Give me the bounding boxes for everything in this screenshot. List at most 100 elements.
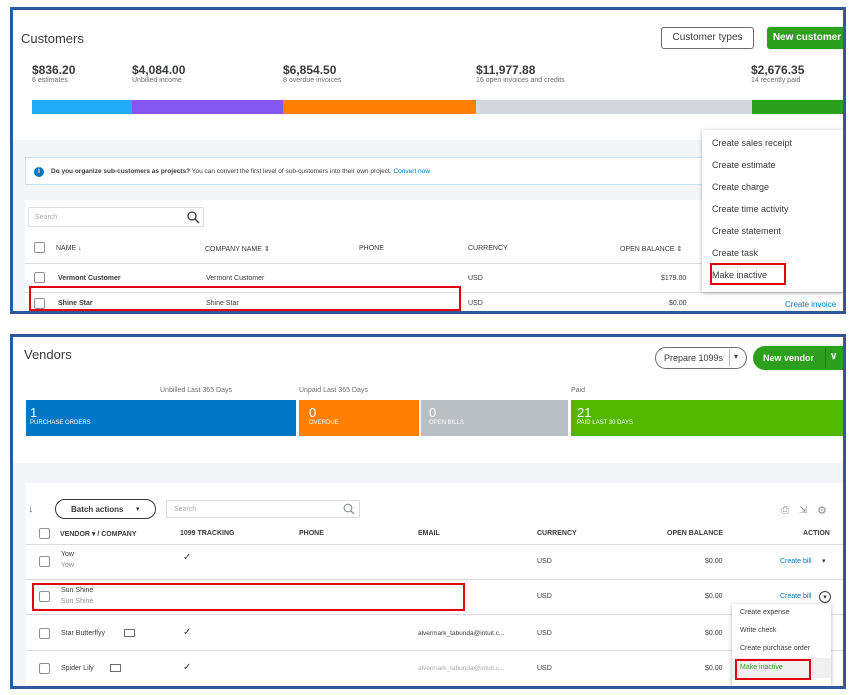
col-company[interactable]: COMPANY NAME ⇕: [205, 246, 270, 253]
table-row[interactable]: Star Butterflyy ✓ alvermark_tabunda@intu…: [26, 615, 843, 650]
stat-unbilled[interactable]: $4,084.00 Unbilled income: [132, 63, 186, 84]
select-all-checkbox[interactable]: [39, 528, 50, 539]
gear-icon[interactable]: ⚙: [817, 505, 827, 517]
create-bill-link[interactable]: Create bill: [780, 593, 812, 600]
menu-create-charge[interactable]: Create charge: [712, 182, 770, 192]
chevron-down-icon[interactable]: ▾: [734, 352, 739, 361]
company-name: Shine Star: [206, 300, 239, 307]
estimates-bar[interactable]: [32, 100, 132, 114]
search-field[interactable]: Search: [28, 207, 204, 227]
currency: USD: [537, 593, 552, 600]
check-icon: ✓: [183, 552, 192, 563]
currency: USD: [537, 558, 552, 565]
menu-create-time-activity[interactable]: Create time activity: [712, 204, 789, 214]
unbilled-bar[interactable]: [132, 100, 283, 114]
select-all-checkbox[interactable]: [34, 242, 45, 253]
customer-action-menu: Create sales receipt Create estimate Cre…: [702, 130, 843, 292]
row-divider: [25, 292, 843, 293]
currency: USD: [468, 275, 483, 282]
col-open-balance: OPEN BALANCE: [667, 530, 724, 537]
row-checkbox[interactable]: [39, 663, 50, 674]
menu-make-inactive[interactable]: Make inactive: [712, 270, 768, 280]
batch-actions-button[interactable]: Batch actions ▾: [55, 499, 156, 519]
tile-open-bills[interactable]: 0 OPEN BILLS: [421, 400, 568, 436]
col-vendor[interactable]: VENDOR ▾ / COMPANY: [60, 531, 137, 538]
export-icon[interactable]: ⇲: [799, 505, 808, 516]
vendor-name[interactable]: Star Butterflyy: [61, 630, 105, 637]
chevron-down-icon[interactable]: ∨: [830, 351, 838, 362]
tile-purchase-orders[interactable]: 1 PURCHASE ORDERS: [26, 400, 296, 436]
table-row[interactable]: Sun Shine Sun Shine USD $0.00 Create bil…: [26, 580, 843, 614]
stat-recently-paid[interactable]: $2,676.35 14 recently paid: [751, 63, 805, 84]
row-checkbox[interactable]: [34, 272, 45, 283]
menu-create-expense[interactable]: Create expense: [740, 609, 790, 616]
col-phone: PHONE: [359, 245, 384, 252]
open-balance: $0.00: [669, 300, 687, 307]
prepare-1099s-split-button: Prepare 1099s ▾: [655, 347, 747, 369]
currency: USD: [468, 300, 483, 307]
customer-types-button[interactable]: Customer types: [661, 27, 754, 49]
col-name[interactable]: NAME ↓: [56, 245, 82, 252]
stat-estimates[interactable]: $836.20 6 estimates: [32, 63, 76, 84]
create-invoice-link[interactable]: Create invoice: [785, 300, 837, 309]
row-checkbox[interactable]: [39, 591, 50, 602]
convert-now-link[interactable]: Convert now: [393, 168, 430, 175]
stat-open-invoices[interactable]: $11,977.88 16 open invoices and credits: [476, 63, 565, 84]
split-divider: [825, 348, 826, 368]
unbilled-label: Unbilled Last 365 Days: [160, 387, 232, 394]
menu-create-task[interactable]: Create task: [712, 248, 759, 258]
header-divider: [26, 544, 843, 545]
chevron-down-icon[interactable]: ▾: [822, 558, 826, 565]
menu-write-check[interactable]: Write check: [740, 627, 777, 634]
chevron-down-icon[interactable]: ▾: [819, 591, 831, 603]
table-row[interactable]: Yow Yow ✓ USD $0.00 Create bill ▾: [26, 545, 843, 579]
vendor-name[interactable]: Yow: [61, 551, 74, 558]
menu-create-purchase-order[interactable]: Create purchase order: [740, 645, 811, 652]
projects-banner: i Do you organize sub-customers as proje…: [25, 157, 725, 185]
table-row[interactable]: Vermont Customer Vermont Customer USD $1…: [25, 264, 843, 292]
recently-paid-bar[interactable]: [752, 100, 843, 114]
row-checkbox[interactable]: [39, 628, 50, 639]
check-icon: ✓: [183, 662, 192, 673]
batch-actions-label: Batch actions: [71, 505, 124, 514]
page-title: Customers: [21, 31, 84, 46]
open-invoices-bar[interactable]: [476, 100, 752, 114]
vendor-name[interactable]: Sun Shine: [61, 587, 94, 594]
vendor-company: Yow: [61, 562, 74, 569]
stat-overdue[interactable]: $6,854.50 8 overdue invoices: [283, 63, 342, 84]
col-email: EMAIL: [418, 530, 440, 537]
customer-name[interactable]: Vermont Customer: [58, 275, 121, 282]
sort-arrow-icon[interactable]: ↓: [28, 503, 34, 515]
menu-make-inactive[interactable]: Make inactive: [732, 658, 831, 678]
search-field[interactable]: Search: [166, 500, 360, 518]
table-row[interactable]: Shine Star Shine Star USD $0.00 Create i…: [25, 293, 843, 311]
highlight-box: [29, 286, 461, 311]
table-row[interactable]: Spider Lily ✓ alvermark_tabunda@intuit.c…: [26, 651, 843, 686]
check-icon: ✓: [183, 627, 192, 638]
menu-create-statement[interactable]: Create statement: [712, 226, 782, 236]
new-vendor-split-button: New vendor ∨: [753, 346, 843, 370]
col-1099: 1099 TRACKING: [180, 530, 235, 537]
search-icon[interactable]: [343, 503, 355, 515]
open-balance: $0.00: [705, 665, 723, 672]
menu-create-sales-receipt[interactable]: Create sales receipt: [712, 138, 793, 148]
tile-paid[interactable]: 21 PAID LAST 30 DAYS: [571, 400, 843, 436]
create-bill-link[interactable]: Create bill: [780, 558, 812, 565]
customers-panel: Customers Customer types New customer $8…: [10, 7, 846, 314]
new-customer-button[interactable]: New customer: [767, 27, 843, 49]
col-open-balance[interactable]: OPEN BALANCE ⇕: [620, 246, 683, 253]
tile-overdue[interactable]: 0 OVERDUE: [299, 400, 419, 436]
vendor-action-menu: Create expense Write check Create purcha…: [732, 604, 831, 686]
row-checkbox[interactable]: [39, 556, 50, 567]
vendor-name[interactable]: Spider Lily: [61, 665, 94, 672]
menu-create-estimate[interactable]: Create estimate: [712, 160, 776, 170]
customer-name[interactable]: Shine Star: [58, 300, 93, 307]
prepare-1099s-button[interactable]: Prepare 1099s: [664, 353, 724, 363]
new-vendor-button[interactable]: New vendor: [763, 353, 815, 363]
row-checkbox[interactable]: [34, 298, 45, 309]
print-icon[interactable]: ⎙: [781, 505, 789, 516]
email-icon[interactable]: [124, 629, 135, 637]
search-icon[interactable]: [187, 211, 200, 224]
email-icon[interactable]: [110, 664, 121, 672]
overdue-bar[interactable]: [283, 100, 476, 114]
